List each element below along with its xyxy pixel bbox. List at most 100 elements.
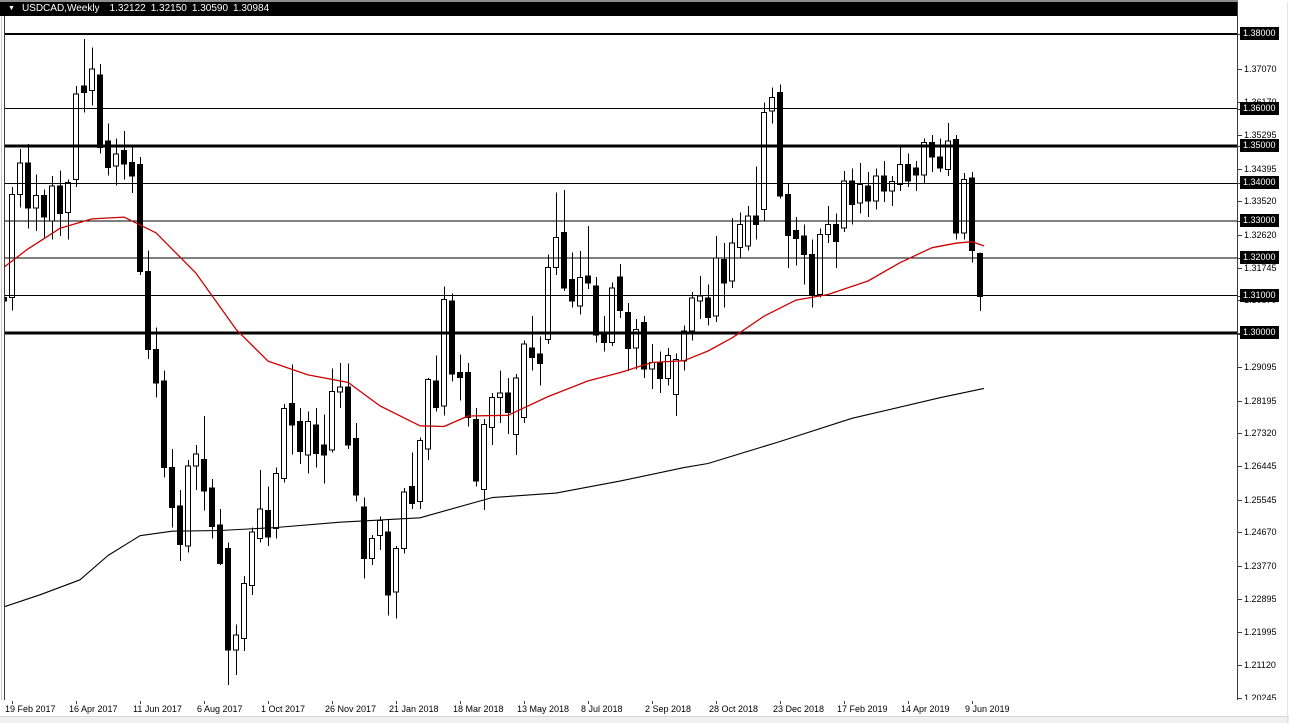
candle — [137, 157, 143, 275]
candle — [369, 535, 375, 565]
candle — [177, 490, 183, 562]
y-axis-price-box: 1.38000 — [1240, 27, 1279, 40]
price-tick-mark — [1238, 169, 1242, 170]
candle — [385, 520, 391, 616]
window-right-edge — [1287, 2, 1288, 723]
candle — [801, 224, 807, 285]
candle — [529, 316, 535, 371]
candle — [185, 460, 191, 553]
x-axis-date-label: 23 Dec 2018 — [773, 704, 825, 714]
price-tick-mark — [1238, 466, 1242, 467]
candle — [433, 355, 439, 412]
candle — [161, 370, 167, 478]
candle — [417, 437, 423, 509]
candle — [617, 264, 623, 318]
candle — [809, 239, 815, 308]
candle — [201, 416, 207, 511]
y-axis-tick-label: 1.35295 — [1244, 130, 1277, 140]
candle — [273, 467, 279, 539]
candle — [889, 175, 895, 206]
candle — [409, 452, 415, 509]
x-axis-date-label: 26 Nov 2017 — [325, 704, 377, 714]
x-axis-date-label: 21 Jan 2018 — [389, 704, 439, 714]
candle — [257, 469, 263, 543]
candle — [777, 84, 783, 199]
candle — [905, 153, 911, 188]
candle — [57, 170, 63, 236]
candle — [793, 217, 799, 266]
time-tick-mark — [972, 701, 973, 704]
window-bottom-strip — [0, 716, 1289, 723]
candle — [833, 213, 839, 268]
collapse-chart-icon[interactable]: ▼ — [8, 5, 15, 12]
candle — [521, 340, 527, 423]
candle — [457, 354, 463, 401]
candle — [473, 407, 479, 487]
candle — [481, 419, 487, 510]
candle — [345, 363, 351, 449]
candle — [289, 364, 295, 455]
y-axis-price-box: 1.31000 — [1240, 289, 1279, 302]
candles-layer — [4, 39, 983, 685]
y-axis-tick-label: 1.32620 — [1244, 230, 1277, 240]
candle — [881, 161, 887, 203]
candle — [929, 134, 935, 173]
time-tick-mark — [588, 701, 589, 704]
chart-left-margin-line — [1, 16, 2, 700]
candle — [41, 189, 47, 238]
candle — [329, 368, 335, 453]
candle — [857, 162, 863, 214]
candle — [81, 39, 87, 113]
candle — [441, 286, 447, 416]
candle — [657, 351, 663, 393]
price-tick-mark — [1238, 235, 1242, 236]
y-axis-tick-label: 1.37070 — [1244, 64, 1277, 74]
candle — [953, 134, 959, 240]
y-axis-tick-label: 1.33520 — [1244, 196, 1277, 206]
candle — [705, 284, 711, 326]
x-axis-date-label: 19 Feb 2017 — [5, 704, 56, 714]
price-tick-mark — [1238, 367, 1242, 368]
candle — [217, 508, 223, 565]
x-axis-date-label: 13 May 2018 — [517, 704, 570, 714]
ma-fast-line — [4, 216, 985, 428]
candle — [449, 293, 455, 382]
price-tick-mark — [1238, 201, 1242, 202]
candle — [729, 217, 735, 289]
y-axis-tick-label: 1.21995 — [1244, 627, 1277, 637]
candle — [785, 183, 791, 268]
symbol-period-label: USDCAD,Weekly — [21, 3, 100, 14]
time-tick-mark — [332, 701, 333, 704]
ohlc-close-value: 1.30984 — [233, 3, 270, 14]
price-axis[interactable]: 1.370701.361701.352951.343951.335201.326… — [1238, 0, 1289, 723]
candle — [265, 486, 271, 547]
time-axis[interactable]: 19 Feb 2017 16 Apr 2017 11 Jun 2017 6 Aug 2… — [0, 700, 1289, 716]
y-axis-price-box: 1.30000 — [1240, 326, 1279, 339]
level-lines-layer — [4, 32, 1237, 335]
candle — [249, 527, 255, 595]
time-tick-mark — [460, 701, 461, 704]
candle — [73, 85, 79, 188]
x-axis-date-label: 18 Mar 2018 — [453, 704, 504, 714]
candle — [945, 122, 951, 176]
x-axis-date-label: 1 Oct 2017 — [261, 704, 306, 714]
candle — [537, 336, 543, 386]
candle — [761, 102, 767, 221]
candle — [193, 445, 199, 491]
y-axis-tick-label: 1.34395 — [1244, 164, 1277, 174]
y-axis-tick-label: 1.23770 — [1244, 561, 1277, 571]
time-tick-mark — [908, 701, 909, 704]
ohlc-high-value: 1.32150 — [150, 3, 187, 14]
candle — [737, 212, 743, 259]
candle — [241, 576, 247, 651]
y-axis-tick-label: 1.31745 — [1244, 263, 1277, 273]
candle — [649, 344, 655, 390]
candle — [585, 226, 591, 290]
candlestick-chart-canvas[interactable] — [4, 16, 1237, 700]
candle — [593, 276, 599, 343]
x-axis-date-label: 6 Aug 2017 — [197, 704, 243, 714]
time-tick-mark — [844, 701, 845, 704]
y-axis-tick-label: 1.28195 — [1244, 396, 1277, 406]
candle — [745, 205, 751, 251]
